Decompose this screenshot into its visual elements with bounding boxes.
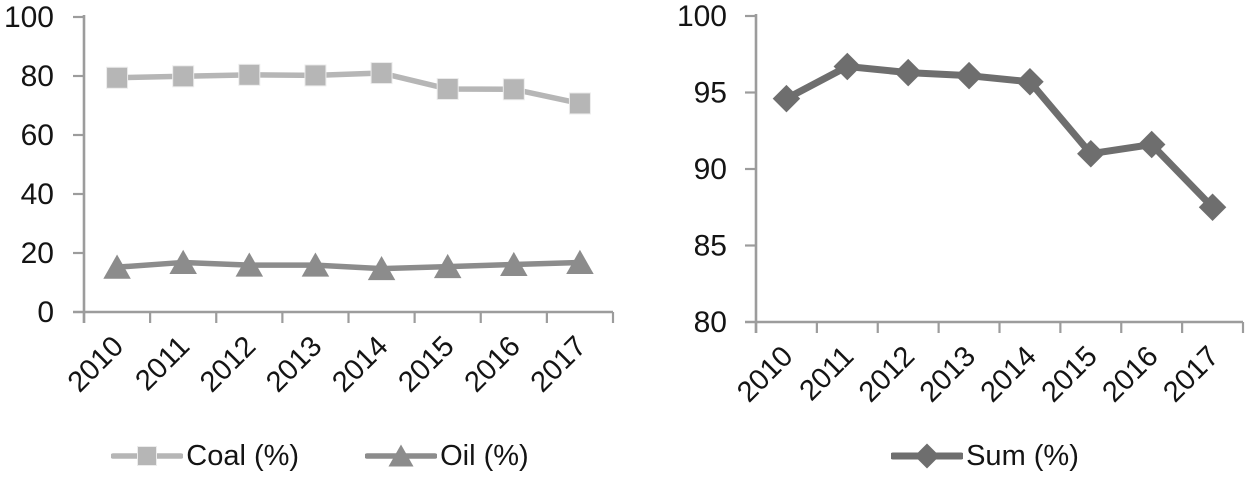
- diamond-marker-icon: [914, 443, 940, 469]
- y-axis-tick-label: 0: [37, 296, 54, 329]
- legend-label-sum: Sum (%): [966, 439, 1079, 472]
- data-point-marker: [568, 92, 591, 115]
- data-point-marker: [370, 62, 393, 85]
- data-point-marker: [772, 84, 801, 113]
- legend-item-coal: Coal (%): [111, 440, 299, 473]
- data-point-marker: [833, 52, 862, 81]
- x-axis-category-label: 2014: [326, 330, 394, 398]
- y-axis-tick-label: 20: [21, 237, 54, 270]
- data-point-marker: [1016, 68, 1044, 96]
- legend-item-oil: Oil (%): [365, 440, 529, 473]
- x-axis-category-label: 2011: [794, 340, 861, 407]
- legend-label-oil: Oil (%): [440, 439, 529, 472]
- square-marker-icon: [137, 446, 158, 466]
- x-axis-category-label: 2012: [194, 330, 262, 398]
- y-axis-tick-label: 90: [694, 153, 727, 186]
- y-axis-tick-label: 95: [694, 77, 727, 110]
- y-axis-tick-label: 80: [21, 60, 54, 93]
- data-point-marker: [1077, 139, 1105, 168]
- data-point-marker: [301, 252, 330, 277]
- x-axis-category-label: 2013: [914, 340, 982, 408]
- data-point-marker: [955, 61, 983, 90]
- coal-oil-line-chart: 0 20 40 60 80 100 2010 201120122013201420152016…: [4, 1, 615, 399]
- data-point-marker: [106, 66, 129, 89]
- series-line-oil: [116, 259, 581, 272]
- x-axis-category-label: 2015: [392, 330, 460, 398]
- data-point-marker: [500, 251, 528, 277]
- data-point-marker: [502, 78, 525, 101]
- x-axis-category-label: 2016: [459, 330, 527, 398]
- legend-sum: Sum (%): [740, 437, 1230, 475]
- data-point-marker: [169, 249, 197, 274]
- y-axis-tick-label: 100: [4, 1, 54, 34]
- x-axis-category-label: 2017: [525, 330, 593, 398]
- legend-item-sum: Sum (%): [891, 440, 1079, 473]
- data-point-marker: [436, 77, 459, 100]
- x-axis-category-label: 2017: [1157, 340, 1225, 408]
- data-point-marker: [1198, 193, 1227, 221]
- y-axis-tick-label: 100: [677, 0, 727, 33]
- data-point-marker: [172, 65, 195, 88]
- y-axis-tick-label: 40: [21, 178, 54, 211]
- legend-coal-oil: Coal (%) Oil (%): [40, 437, 600, 475]
- y-axis-tick-label: 85: [694, 230, 727, 263]
- coal-series-swatch-icon: [111, 446, 184, 466]
- x-axis-category-label: 2010: [731, 340, 799, 408]
- data-point-marker: [235, 252, 264, 277]
- data-point-marker: [894, 58, 922, 87]
- oil-series-swatch-icon: [365, 444, 438, 467]
- y-axis-tick-label: 80: [694, 306, 727, 339]
- series-line-coal: [117, 70, 581, 107]
- data-point-marker: [103, 254, 131, 279]
- data-point-marker: [566, 249, 594, 274]
- data-point-marker: [433, 253, 462, 279]
- x-axis-category-label: 2010: [62, 330, 130, 398]
- data-point-marker: [367, 255, 396, 281]
- data-point-marker: [1137, 130, 1166, 159]
- x-axis-category-label: 2011: [129, 330, 196, 397]
- x-axis-category-label: 2013: [260, 330, 328, 398]
- sum-line-chart: 80 85 90 95 100 20102011201220132014201520162…: [677, 0, 1245, 409]
- x-axis-category-label: 2016: [1096, 340, 1164, 408]
- x-axis-category-label: 2012: [853, 340, 921, 408]
- x-axis-category-label: 2014: [975, 340, 1043, 408]
- data-point-marker: [304, 64, 327, 87]
- data-point-marker: [238, 63, 261, 86]
- y-axis-tick-label: 60: [21, 119, 54, 152]
- legend-label-coal: Coal (%): [186, 439, 300, 472]
- triangle-marker-icon: [388, 444, 414, 467]
- x-axis-category-label: 2015: [1036, 340, 1104, 408]
- sum-series-swatch-icon: [891, 443, 964, 469]
